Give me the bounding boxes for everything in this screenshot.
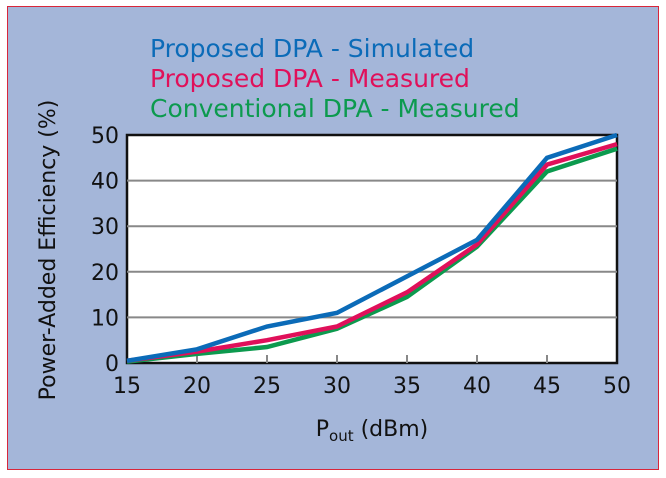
- y-tick-label: 40: [91, 170, 119, 195]
- x-tick-label: 30: [323, 374, 351, 399]
- x-axis-label: Pout (dBm): [316, 417, 429, 445]
- x-tick-label: 35: [393, 374, 421, 399]
- x-tick-label: 25: [253, 374, 281, 399]
- y-tick-label: 50: [91, 124, 119, 149]
- legend-entry: Proposed DPA - Measured: [150, 64, 470, 93]
- y-tick-label: 0: [105, 352, 119, 377]
- x-tick-label: 20: [183, 374, 211, 399]
- x-tick-label: 40: [463, 374, 491, 399]
- series-line: [126, 132, 618, 363]
- series-line: [126, 146, 618, 364]
- y-tick-label: 20: [91, 261, 119, 286]
- x-tick-label: 50: [603, 374, 631, 399]
- legend-entry: Proposed DPA - Simulated: [150, 34, 474, 63]
- y-axis-label: Power-Added Efficiency (%): [36, 100, 61, 401]
- y-tick-label: 10: [91, 306, 119, 331]
- y-tick-label: 30: [91, 215, 119, 240]
- series-line: [126, 141, 618, 363]
- x-tick-label: 45: [533, 374, 561, 399]
- legend-entry: Conventional DPA - Measured: [150, 94, 520, 123]
- x-tick-label: 15: [113, 374, 141, 399]
